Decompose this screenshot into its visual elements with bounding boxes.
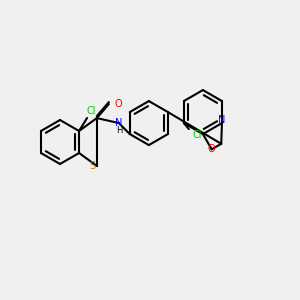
Text: Cl: Cl — [86, 106, 96, 116]
Text: Cl: Cl — [192, 130, 202, 140]
Text: N: N — [218, 115, 226, 125]
Text: N: N — [115, 118, 122, 128]
Text: O: O — [208, 144, 215, 154]
Text: S: S — [90, 161, 96, 171]
Text: O: O — [114, 99, 122, 109]
Text: H: H — [116, 126, 122, 135]
